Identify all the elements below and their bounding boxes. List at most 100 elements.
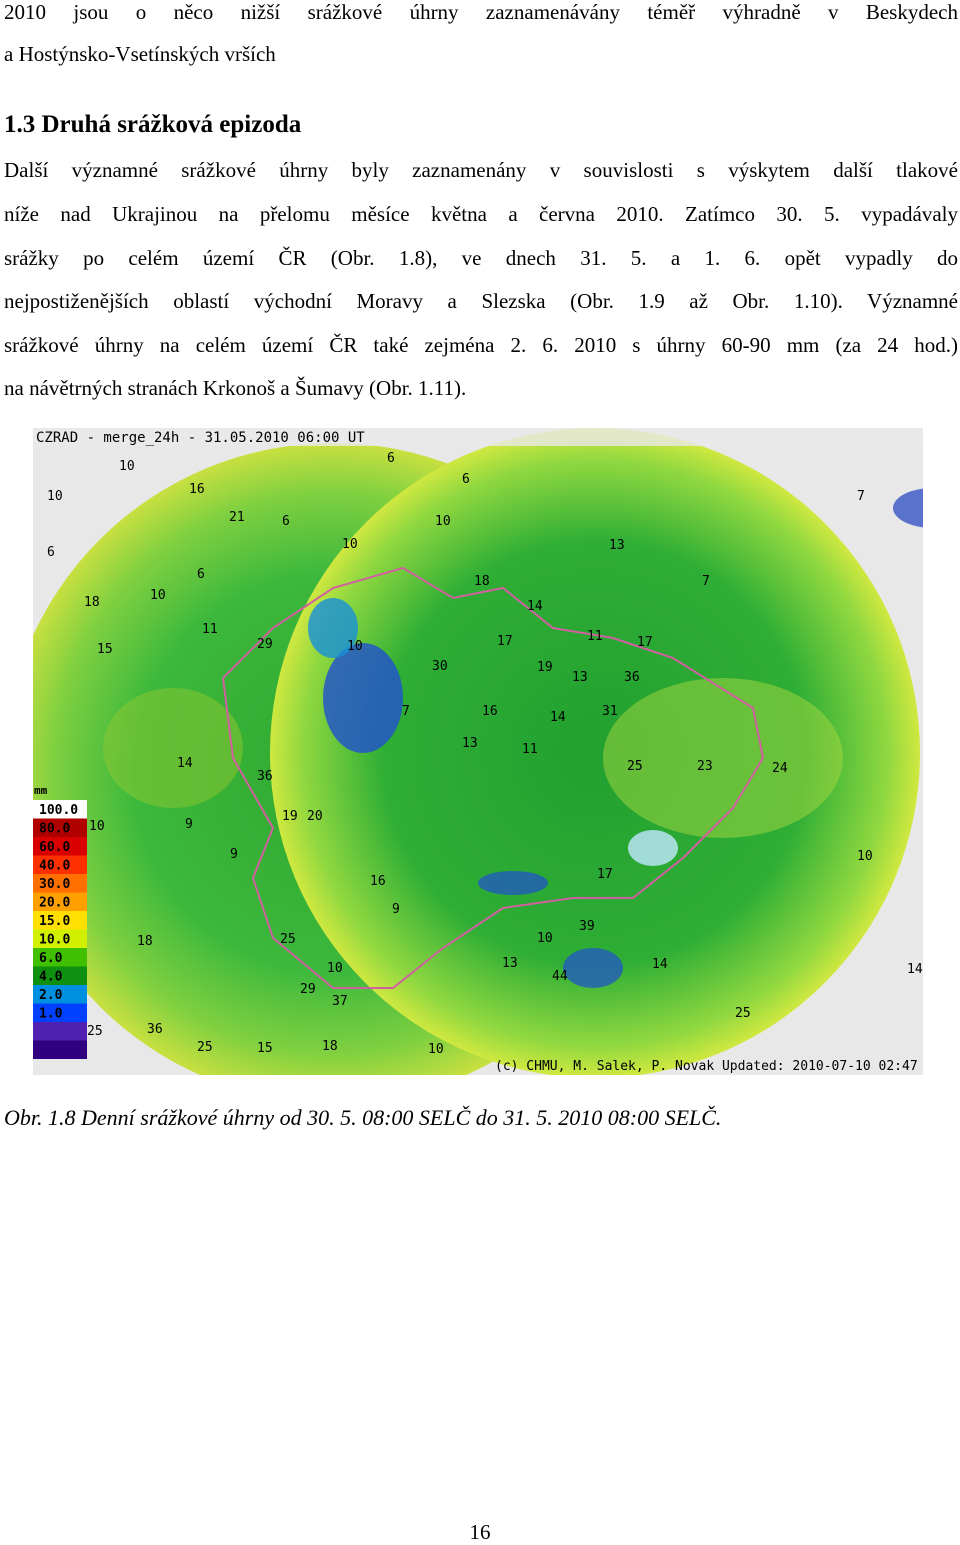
legend-label: 4.0 xyxy=(39,970,63,985)
legend-swatch xyxy=(33,948,87,967)
station-label: 10 xyxy=(342,537,358,552)
text-line: Další významné srážkové úhrny byly zazna… xyxy=(4,158,958,182)
legend-label: 10.0 xyxy=(39,933,70,948)
station-label: 17 xyxy=(497,634,513,649)
station-label: 17 xyxy=(597,867,613,882)
text-line: srážkové úhrny na celém území ČR také ze… xyxy=(4,333,958,357)
station-label: 24 xyxy=(772,761,788,776)
station-label: 11 xyxy=(522,742,538,757)
map-credit: (c) CHMU, M. Salek, P. Novak Updated: 20… xyxy=(495,1059,923,1074)
station-label: 19 xyxy=(537,660,553,675)
station-label: 21 xyxy=(229,510,245,525)
border-line xyxy=(222,566,765,989)
legend-label: 30.0 xyxy=(39,877,70,892)
station-label: 25 xyxy=(87,1024,103,1039)
rain-area xyxy=(323,643,403,753)
rain-area xyxy=(563,948,623,988)
station-label: 15 xyxy=(257,1041,273,1056)
heading: 1.3 Druhá srážková epizoda xyxy=(4,111,302,138)
station-label: 10 xyxy=(428,1042,444,1057)
legend-swatch xyxy=(33,1040,87,1059)
station-label: 16 xyxy=(370,874,386,889)
station-label: 13 xyxy=(462,736,478,751)
rain-area xyxy=(103,688,243,808)
legend-label: 6.0 xyxy=(39,951,63,966)
station-label: 20 xyxy=(307,809,323,824)
station-label: 14 xyxy=(907,962,923,977)
legend-swatch xyxy=(33,929,87,948)
station-label: 15 xyxy=(97,642,113,657)
station-label: 13 xyxy=(609,538,625,553)
station-label: 7 xyxy=(857,489,865,504)
legend-swatch xyxy=(33,985,87,1004)
station-label: 44 xyxy=(552,969,568,984)
map-title: CZRAD - merge_24h - 31.05.2010 06:00 UT xyxy=(36,430,365,446)
station-label: 18 xyxy=(137,934,153,949)
station-label: 10 xyxy=(857,849,873,864)
legend-label: 2.0 xyxy=(39,988,63,1003)
text-line: a Hostýnsko-Vsetínských vrších xyxy=(4,42,276,66)
station-label: 7 xyxy=(702,574,710,589)
legend-label: 15.0 xyxy=(39,914,70,929)
legend-unit: mm xyxy=(34,784,48,797)
legend-swatch xyxy=(33,1003,87,1022)
station-label: 6 xyxy=(47,545,55,560)
station-label: 10 xyxy=(347,639,363,654)
title-bar xyxy=(33,428,923,446)
station-label: 11 xyxy=(587,629,603,644)
radar-coverage xyxy=(270,428,920,1075)
text-line: srážky po celém území ČR (Obr. 1.8), ve … xyxy=(4,246,958,270)
rain-area xyxy=(893,488,923,528)
station-label: 14 xyxy=(652,957,668,972)
station-label: 17 xyxy=(637,635,653,650)
page-number: 16 xyxy=(469,1520,491,1544)
station-label: 31 xyxy=(602,704,618,719)
station-label: 36 xyxy=(624,670,640,685)
station-label: 7 xyxy=(402,704,410,719)
legend-swatch xyxy=(33,892,87,911)
station-label: 36 xyxy=(147,1022,163,1037)
station-label: 14 xyxy=(527,599,543,614)
rain-area xyxy=(478,871,548,895)
legend-swatch xyxy=(33,1022,87,1041)
station-label: 6 xyxy=(282,514,290,529)
text-line: na návětrných stranách Krkonoš a Šumavy … xyxy=(4,376,467,400)
station-label: 25 xyxy=(197,1040,213,1055)
station-labels: 10 10 16 21 6 6 10 6 6 10 6 18 10 11 15 29 10 13 7 7 18 14 17 1… xyxy=(47,451,923,1057)
station-label: 18 xyxy=(474,574,490,589)
station-label: 14 xyxy=(177,756,193,771)
station-label: 18 xyxy=(84,595,100,610)
legend-swatch xyxy=(33,911,87,930)
station-label: 10 xyxy=(435,514,451,529)
rain-area xyxy=(603,678,843,838)
legend-label: 80.0 xyxy=(39,822,70,837)
legend-swatch xyxy=(33,855,87,874)
figure-caption: Obr. 1.8 Denní srážkové úhrny od 30. 5. … xyxy=(4,1105,722,1130)
station-label: 37 xyxy=(332,994,348,1009)
station-label: 25 xyxy=(627,759,643,774)
legend-label: 100.0 xyxy=(39,803,78,818)
station-label: 23 xyxy=(697,759,713,774)
text-line: 2010 jsou o něco nižší srážkové úhrny za… xyxy=(4,0,958,24)
station-label: 13 xyxy=(572,670,588,685)
legend-label: 40.0 xyxy=(39,859,70,874)
station-label: 36 xyxy=(257,769,273,784)
legend-swatch xyxy=(33,837,87,856)
legend-swatch xyxy=(33,800,87,819)
station-label: 14 xyxy=(550,710,566,725)
station-label: 25 xyxy=(735,1006,751,1021)
station-label: 10 xyxy=(327,961,343,976)
station-label: 10 xyxy=(537,931,553,946)
station-label: 18 xyxy=(322,1039,338,1054)
station-label: 25 xyxy=(280,932,296,947)
rain-area xyxy=(308,598,358,658)
legend-label: 60.0 xyxy=(39,840,70,855)
station-label: 10 xyxy=(89,819,105,834)
station-label: 39 xyxy=(579,919,595,934)
radar-map: CZRAD - merge_24h - 31.05.2010 06:00 UT … xyxy=(33,428,923,1075)
station-label: 10 xyxy=(119,459,135,474)
station-label: 6 xyxy=(387,451,395,466)
station-label: 10 xyxy=(150,588,166,603)
station-label: 9 xyxy=(230,847,238,862)
